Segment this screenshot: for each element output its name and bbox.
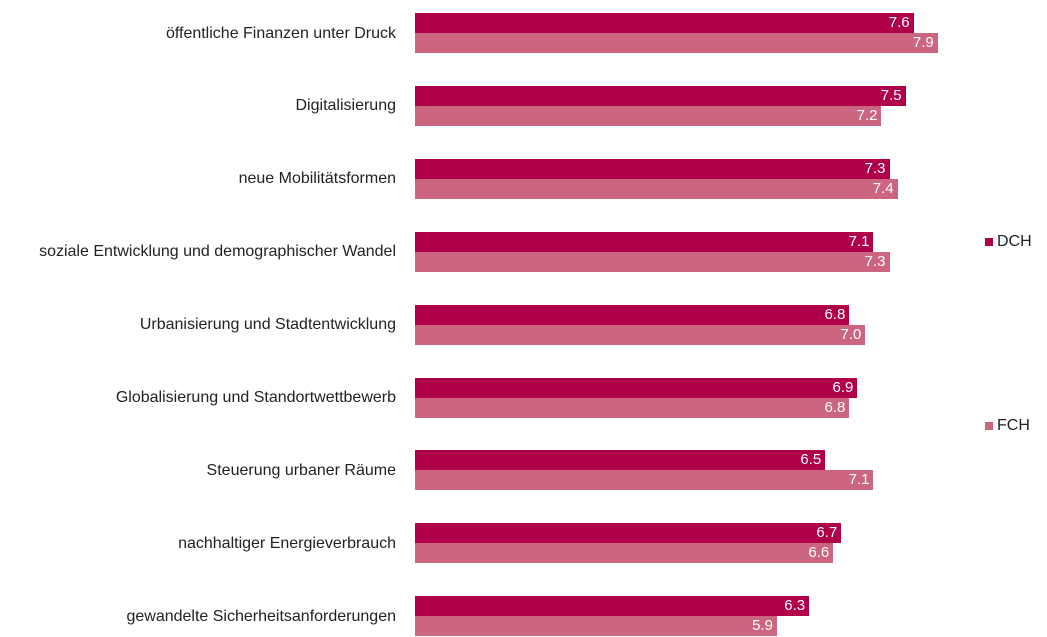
category-text: Steuerung urbaner Räume: [206, 461, 396, 479]
legend-text: FCH: [997, 417, 1030, 434]
value-label: 7.6: [888, 14, 910, 31]
value-label: 7.4: [872, 179, 894, 197]
bar: [415, 450, 826, 471]
bar: [415, 470, 874, 491]
category-label: gewandelte Sicherheitsanforderungen: [0, 596, 396, 636]
bar: [415, 158, 890, 179]
value-label: 5.9: [752, 617, 773, 635]
value-label: 6.5: [800, 451, 822, 469]
category-label: soziale Entwicklung und demographischer …: [0, 232, 396, 272]
bar: [415, 324, 866, 345]
bar: [415, 596, 810, 617]
bar: [415, 105, 882, 126]
value-label: 6.8: [824, 305, 846, 323]
bar: [415, 231, 874, 252]
category-text: Urbanisierung und Stadtentwicklung: [139, 316, 396, 334]
bar: [415, 616, 777, 637]
category-label: Urbanisierung und Stadtentwicklung: [0, 305, 396, 345]
value-label: 6.9: [832, 378, 854, 396]
value-label: 6.6: [808, 544, 830, 562]
value-label: 7.1: [848, 232, 870, 250]
category-text: Digitalisierung: [295, 97, 397, 115]
value-label: 7.2: [856, 106, 878, 124]
legend-item: DCH: [985, 233, 1032, 251]
bar: [415, 397, 850, 418]
value-label: 6.3: [784, 597, 806, 615]
value-label: 7.0: [840, 325, 862, 343]
value-label: 7.3: [864, 159, 886, 177]
value-label: 7.5: [880, 86, 902, 104]
value-label: 6.8: [824, 398, 846, 416]
category-label: Digitalisierung: [0, 86, 397, 126]
bar: [415, 251, 890, 272]
value-label: 7.3: [864, 252, 886, 270]
legend-swatch: [985, 238, 993, 246]
category-text: soziale Entwicklung und demographischer …: [39, 243, 396, 261]
value-label: 7.1: [848, 471, 870, 489]
category-label: Globalisierung und Standortwettbewerb: [0, 378, 396, 418]
legend-item: FCH: [985, 417, 1030, 435]
bar: [415, 304, 850, 325]
category-label: öffentliche Finanzen unter Druck: [0, 13, 396, 53]
category-label: nachhaltiger Energieverbrauch: [0, 523, 396, 563]
category-text: öffentliche Finanzen unter Druck: [165, 24, 396, 42]
category-text: Globalisierung und Standortwettbewerb: [115, 389, 396, 406]
category-text: neue Mobilitätsformen: [238, 170, 396, 188]
bar: [415, 178, 898, 199]
legend-text: DCH: [997, 233, 1032, 250]
bar: [415, 13, 914, 33]
legend-swatch: [985, 422, 993, 430]
value-label: 7.9: [912, 34, 934, 51]
value-label: 6.7: [816, 524, 838, 542]
bar: [415, 377, 858, 398]
bar: [415, 543, 834, 564]
category-label: Steuerung urbaner Räume: [0, 450, 396, 490]
category-text: gewandelte Sicherheitsanforderungen: [126, 607, 396, 625]
bar: [415, 85, 906, 106]
bar: [415, 33, 938, 53]
category-text: nachhaltiger Energieverbrauch: [178, 534, 396, 552]
bar: [415, 523, 842, 544]
category-label: neue Mobilitätsformen: [0, 159, 396, 199]
